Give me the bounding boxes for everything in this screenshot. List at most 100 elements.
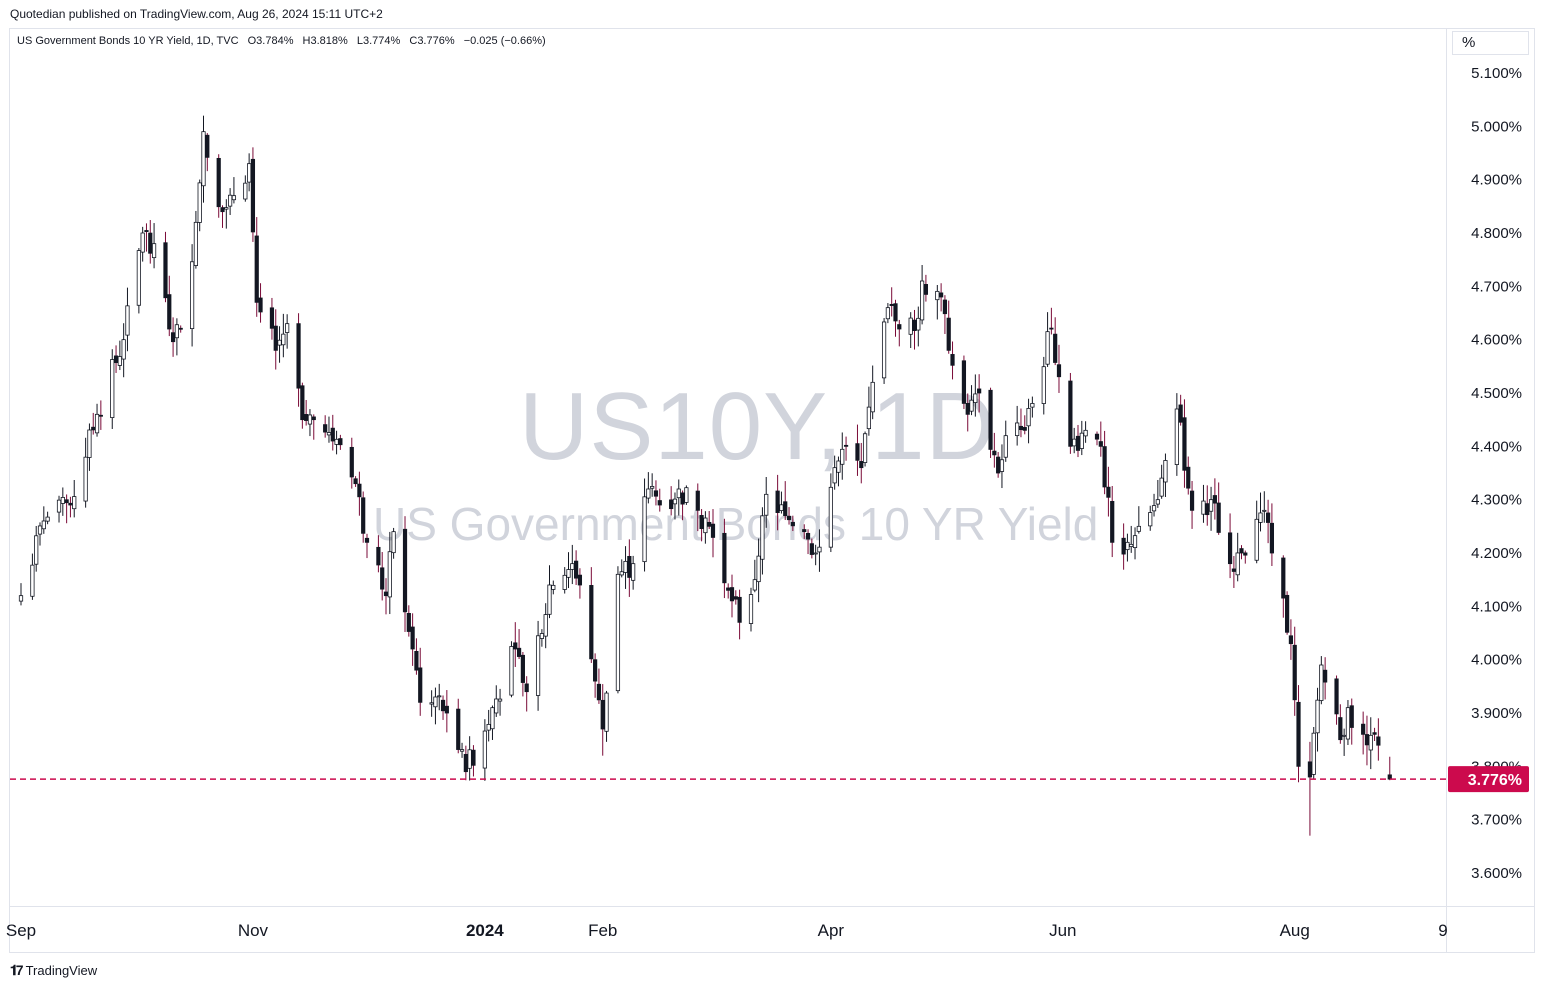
candle[interactable] xyxy=(91,412,96,435)
candle[interactable] xyxy=(380,552,385,601)
candle[interactable] xyxy=(1110,485,1115,558)
candle[interactable] xyxy=(539,629,544,647)
candle[interactable] xyxy=(1083,421,1088,443)
candle[interactable] xyxy=(1018,408,1024,438)
candle[interactable] xyxy=(615,566,621,694)
candle[interactable] xyxy=(912,309,917,350)
candle[interactable] xyxy=(1041,356,1046,415)
candle[interactable] xyxy=(779,491,784,514)
candle[interactable] xyxy=(83,437,88,508)
candle[interactable] xyxy=(1281,555,1286,618)
candle[interactable] xyxy=(334,430,339,455)
candle[interactable] xyxy=(855,424,860,476)
candle[interactable] xyxy=(64,494,69,524)
candle[interactable] xyxy=(247,153,252,192)
candle[interactable] xyxy=(110,349,115,429)
candle[interactable] xyxy=(520,651,525,697)
candle[interactable] xyxy=(836,456,841,487)
candle[interactable] xyxy=(604,690,609,742)
candle[interactable] xyxy=(311,414,316,440)
candle[interactable] xyxy=(231,177,237,204)
candle[interactable] xyxy=(490,705,495,740)
candle[interactable] xyxy=(277,326,282,363)
candle[interactable] xyxy=(1129,525,1134,553)
candle[interactable] xyxy=(18,583,24,606)
candle[interactable] xyxy=(440,695,446,720)
candle[interactable] xyxy=(650,473,655,497)
candle[interactable] xyxy=(1201,484,1206,523)
candle[interactable] xyxy=(923,274,929,302)
candle[interactable] xyxy=(414,638,419,675)
candle[interactable] xyxy=(433,687,438,725)
candle[interactable] xyxy=(254,217,259,317)
candle[interactable] xyxy=(1315,687,1320,752)
candle[interactable] xyxy=(832,455,837,490)
tradingview-brand[interactable]: 𝟏7 TradingView xyxy=(10,962,97,979)
candle[interactable] xyxy=(988,387,993,458)
candle[interactable] xyxy=(513,622,518,667)
candle[interactable] xyxy=(140,226,145,262)
candle[interactable] xyxy=(1338,704,1343,744)
candle[interactable] xyxy=(357,471,362,516)
candle[interactable] xyxy=(1262,491,1267,523)
candle[interactable] xyxy=(243,175,248,202)
candle[interactable] xyxy=(258,283,263,323)
candle[interactable] xyxy=(1296,685,1301,783)
candle[interactable] xyxy=(376,535,381,573)
candle[interactable] xyxy=(897,319,902,347)
candle[interactable] xyxy=(326,416,332,443)
candle[interactable] xyxy=(805,529,811,555)
candle[interactable] xyxy=(813,544,818,566)
candle[interactable] xyxy=(992,432,997,468)
candle[interactable] xyxy=(707,511,712,530)
candle[interactable] xyxy=(1288,619,1294,660)
candle[interactable] xyxy=(942,295,948,334)
candle[interactable] xyxy=(866,386,871,436)
candle[interactable] xyxy=(1258,492,1263,532)
candle[interactable] xyxy=(733,590,738,605)
candle[interactable] xyxy=(1125,533,1130,562)
candle[interactable] xyxy=(973,374,978,417)
candle[interactable] xyxy=(631,555,636,590)
candle[interactable] xyxy=(1155,480,1160,508)
candle[interactable] xyxy=(748,587,754,632)
candle[interactable] xyxy=(220,205,225,228)
candle[interactable] xyxy=(752,559,757,593)
candle[interactable] xyxy=(699,509,704,542)
candle[interactable] xyxy=(566,552,571,589)
candle[interactable] xyxy=(364,533,370,559)
candle[interactable] xyxy=(786,507,792,525)
candle[interactable] xyxy=(570,544,575,585)
candle[interactable] xyxy=(509,641,514,698)
candle[interactable] xyxy=(410,613,415,666)
candle[interactable] xyxy=(977,374,982,413)
candle[interactable] xyxy=(1053,317,1058,366)
candle[interactable] xyxy=(737,589,742,640)
candle[interactable] xyxy=(695,483,700,532)
candle[interactable] xyxy=(216,154,221,218)
candle[interactable] xyxy=(1266,499,1271,544)
candle[interactable] xyxy=(167,275,172,337)
candle[interactable] xyxy=(174,318,179,356)
candle[interactable] xyxy=(1387,756,1392,781)
candle[interactable] xyxy=(250,147,256,242)
candle[interactable] xyxy=(589,567,594,663)
candle[interactable] xyxy=(98,400,103,430)
candle[interactable] xyxy=(148,220,153,264)
candle[interactable] xyxy=(307,409,313,437)
candle[interactable] xyxy=(1311,726,1316,780)
candle[interactable] xyxy=(1349,698,1354,745)
candle[interactable] xyxy=(1372,727,1377,742)
candle[interactable] xyxy=(1334,675,1339,725)
candle[interactable] xyxy=(1132,527,1138,560)
candle[interactable] xyxy=(802,524,807,539)
candle[interactable] xyxy=(402,516,408,632)
candle[interactable] xyxy=(37,522,43,546)
candle[interactable] xyxy=(1243,550,1248,564)
candle[interactable] xyxy=(41,506,46,534)
candle[interactable] xyxy=(361,491,366,543)
candle[interactable] xyxy=(999,444,1005,489)
candle[interactable] xyxy=(547,565,552,619)
candle[interactable] xyxy=(429,690,434,717)
candle[interactable] xyxy=(543,603,548,649)
